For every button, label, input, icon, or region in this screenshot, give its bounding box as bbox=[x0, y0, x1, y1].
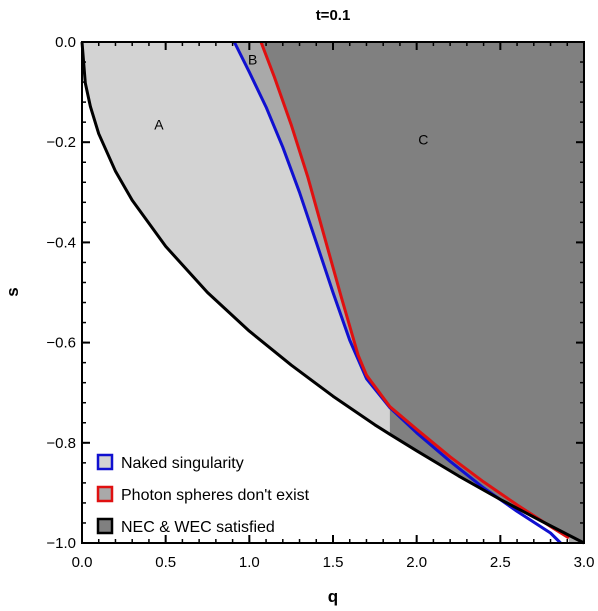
x-tick-label: 2.5 bbox=[490, 554, 511, 571]
y-tick-label: −0.4 bbox=[46, 234, 76, 251]
y-tick-label: −0.2 bbox=[46, 134, 76, 151]
x-tick-label: 1.5 bbox=[323, 554, 344, 571]
series-line-1 bbox=[259, 41, 570, 540]
legend-swatch-1 bbox=[96, 485, 114, 503]
x-axis-label: q bbox=[328, 587, 338, 606]
chart-title: t=0.1 bbox=[316, 7, 351, 24]
legend-label-0: Naked singularity bbox=[121, 455, 244, 472]
region-label-b: B bbox=[248, 52, 257, 68]
region-b-fill bbox=[234, 42, 390, 408]
legend-label-1: Photon spheres don't exist bbox=[121, 487, 310, 504]
y-axis-label: s bbox=[3, 287, 22, 296]
ticks-layer bbox=[81, 41, 585, 544]
y-tick-label: −1.0 bbox=[46, 535, 76, 552]
legend: Naked singularity Photon spheres don't ex… bbox=[96, 453, 310, 536]
series-line-2 bbox=[80, 41, 585, 545]
x-tick-label: 2.0 bbox=[406, 554, 427, 571]
y-tick-label: −0.6 bbox=[46, 335, 76, 352]
region-label-a: A bbox=[154, 117, 164, 133]
legend-label-2: NEC & WEC satisfied bbox=[121, 519, 275, 536]
regions-layer bbox=[82, 42, 584, 543]
y-tick-label: −0.8 bbox=[46, 435, 76, 452]
x-tick-label: 3.0 bbox=[574, 554, 595, 571]
x-tick-label: 0.0 bbox=[72, 554, 93, 571]
legend-swatch-2 bbox=[96, 517, 114, 535]
region-c-fill bbox=[261, 42, 584, 543]
region-labels: A B C bbox=[154, 52, 428, 148]
tick-labels: 0.0 0.5 1.0 1.5 2.0 2.5 3.0 0.0 −0.2 −0.4 −0.6 −0.8… bbox=[46, 34, 594, 571]
y-tick-label: 0.0 bbox=[55, 34, 76, 51]
x-tick-label: 1.0 bbox=[239, 554, 260, 571]
region-label-c: C bbox=[418, 132, 428, 148]
curves-layer bbox=[80, 41, 585, 545]
region-a-fill bbox=[82, 42, 390, 435]
legend-swatch-0 bbox=[96, 453, 114, 471]
x-tick-label: 0.5 bbox=[155, 554, 176, 571]
